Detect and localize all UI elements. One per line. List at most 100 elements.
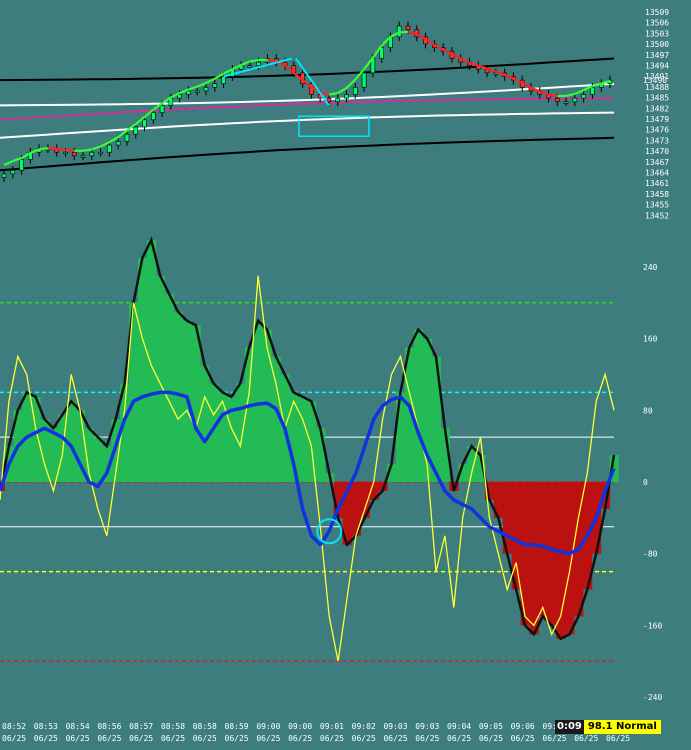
trend-line-segment <box>451 53 462 60</box>
candle-body <box>563 101 569 104</box>
histogram-bar <box>271 356 281 482</box>
trend-line-segment <box>512 77 523 85</box>
trend-line-segment <box>345 78 357 89</box>
trend-line-segment <box>363 57 374 70</box>
histogram-bar <box>342 481 352 545</box>
trend-line-segment <box>152 102 163 111</box>
histogram-bar <box>484 481 495 500</box>
trend-line-segment <box>460 57 470 64</box>
trend-line-segment <box>495 70 506 77</box>
price-y-tick: 13458 <box>645 190 669 199</box>
osc-y-tick: 160 <box>643 335 658 344</box>
x-tick-time: 08:52 <box>2 722 26 731</box>
histogram-bar <box>298 396 308 482</box>
histogram-bar <box>502 481 513 554</box>
candle-body <box>80 155 86 158</box>
histogram-bar <box>404 347 415 482</box>
candle-body <box>335 97 341 103</box>
x-tick-time: 08:58 <box>161 722 185 731</box>
price-y-tick: 13506 <box>645 19 669 28</box>
trend-line-segment <box>371 44 383 59</box>
histogram-bar <box>422 338 433 482</box>
trend-line-segment <box>214 72 225 80</box>
last-price-label: 13490 <box>643 76 667 85</box>
trend-line-segment <box>301 79 313 89</box>
trend-line-segment <box>29 148 40 155</box>
x-tick-time: 09:07 <box>542 722 566 731</box>
osc-y-tick: 240 <box>643 263 658 272</box>
trend-line-segment <box>539 90 549 96</box>
trend-line-segment <box>337 87 348 95</box>
x-tick-date: 06/25 <box>66 734 90 743</box>
channel-line-inner-lower <box>0 111 615 139</box>
candle-body <box>493 72 499 75</box>
trend-line-segment <box>249 58 259 63</box>
candle-body <box>186 90 191 95</box>
candle-body <box>19 159 24 171</box>
histogram-bar <box>209 383 219 482</box>
status-bar: 0:09 98.1 Normal <box>555 720 661 734</box>
x-tick-date: 06/25 <box>479 734 503 743</box>
histogram-bar <box>66 401 77 482</box>
candle-body <box>115 141 121 146</box>
histogram-bar <box>262 329 272 482</box>
trend-line-segment <box>574 89 585 95</box>
trend-line-segment <box>126 123 137 132</box>
x-tick-date: 06/25 <box>2 734 26 743</box>
trend-line-segment <box>521 82 532 89</box>
candle-body <box>221 76 226 85</box>
x-tick-time: 09:01 <box>320 722 344 731</box>
trend-line-segment <box>442 48 453 56</box>
histogram-bar <box>493 481 504 518</box>
candle-body <box>10 169 16 175</box>
trend-line-segment <box>100 141 110 148</box>
x-tick-date: 06/25 <box>225 734 249 743</box>
trend-line-segment <box>108 136 119 144</box>
trend-line-segment <box>267 58 277 63</box>
x-tick-time: 09:03 <box>415 722 439 731</box>
histogram-bar <box>155 275 166 482</box>
histogram-bar <box>93 437 103 482</box>
channel-line-mid <box>0 97 615 121</box>
candle-body <box>98 151 103 155</box>
histogram-bar <box>173 311 183 482</box>
histogram-bar <box>75 410 86 482</box>
histogram-bar <box>84 428 94 482</box>
trend-line-segment <box>3 160 14 167</box>
price-y-tick: 13491 <box>645 72 669 81</box>
slow-line <box>0 390 616 556</box>
x-tick-date: 06/25 <box>256 734 280 743</box>
histogram-bar <box>253 320 264 482</box>
trend-line-segment <box>477 64 488 70</box>
x-tick-date: 06/25 <box>447 734 471 743</box>
histogram-bar <box>31 396 41 482</box>
x-tick-date: 06/25 <box>129 734 153 743</box>
x-tick-date: 06/25 <box>193 734 217 743</box>
trend-line-segment <box>530 86 541 93</box>
histogram-bar <box>351 481 361 536</box>
x-tick-time: 09:04 <box>447 722 471 731</box>
x-tick-date: 06/25 <box>34 734 58 743</box>
histogram-bar <box>289 392 299 482</box>
x-tick-date: 06/25 <box>97 734 121 743</box>
candle-body <box>159 105 165 113</box>
histogram-bar <box>333 481 344 518</box>
highlight-box <box>298 115 370 137</box>
trend-line-segment <box>600 79 611 85</box>
x-tick-date: 06/25 <box>383 734 407 743</box>
candle-body <box>133 126 139 135</box>
histogram-bar <box>440 428 450 482</box>
price-y-tick: 13476 <box>645 126 669 135</box>
trend-line-segment <box>389 31 400 38</box>
trend-line-segment <box>565 92 576 98</box>
candle-body <box>256 61 261 67</box>
trend-line-segment <box>354 68 365 81</box>
candle-body <box>1 173 7 178</box>
histogram-bar <box>431 356 441 482</box>
x-tick-time: 09:02 <box>352 722 376 731</box>
histogram-bar <box>395 392 406 482</box>
status-mode-badge: 98.1 Normal <box>583 720 661 734</box>
histogram-bar <box>315 428 326 482</box>
trend-line-segment <box>231 63 242 71</box>
